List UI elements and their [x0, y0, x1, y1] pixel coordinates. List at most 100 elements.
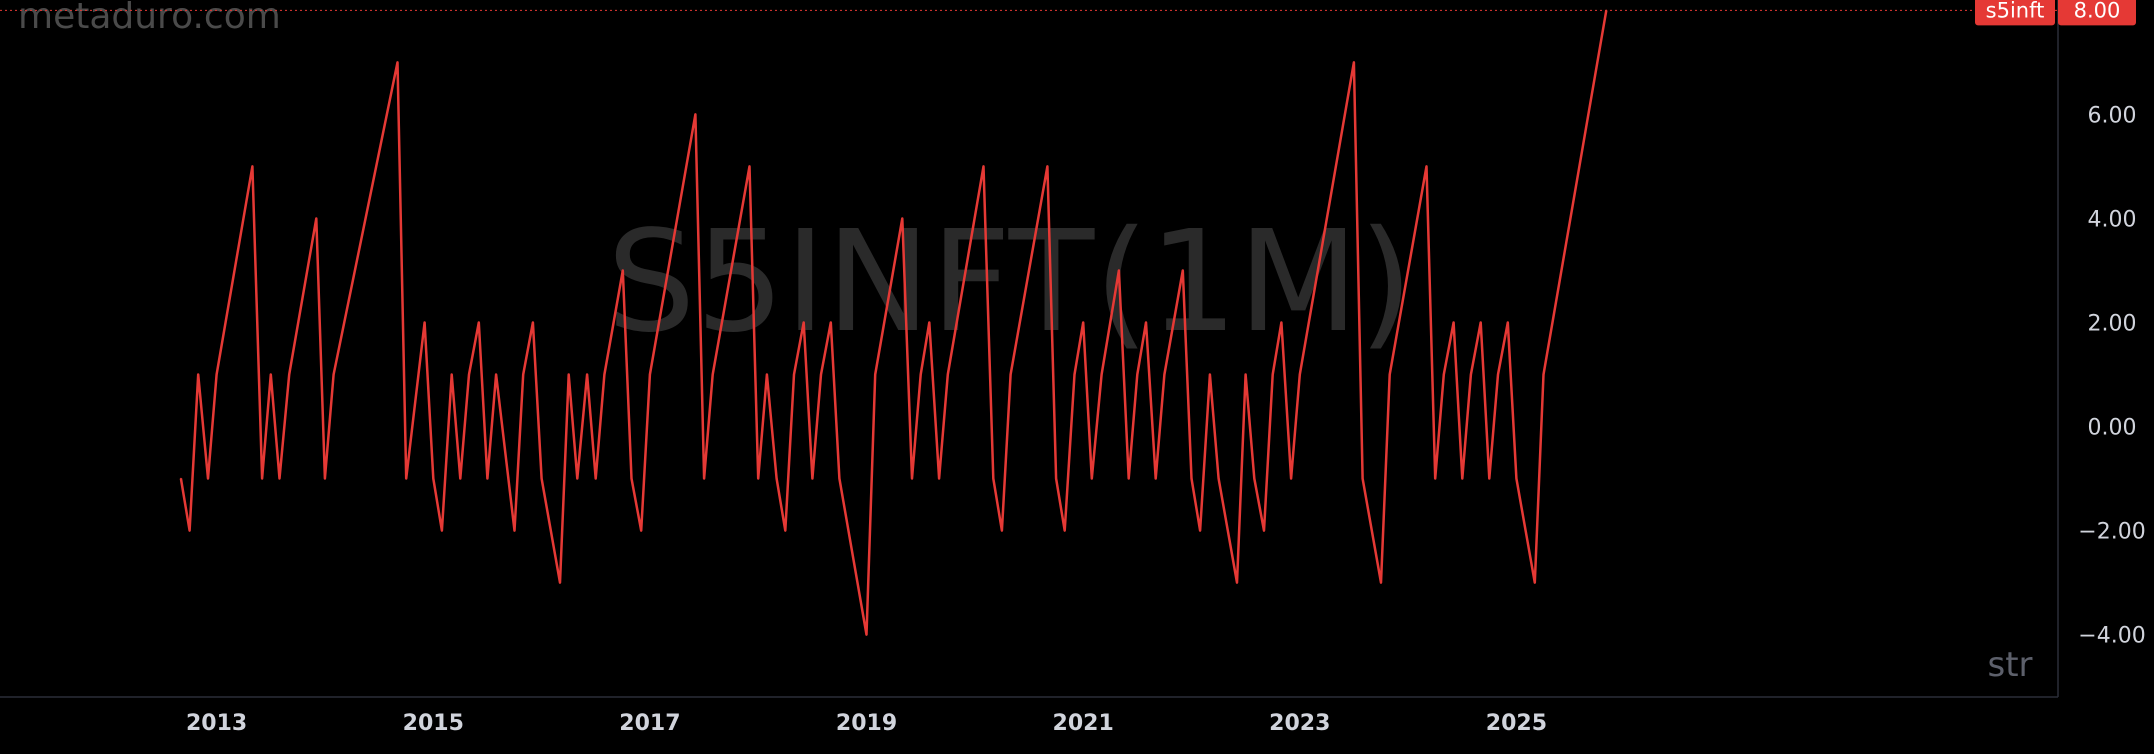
data-point: [1470, 373, 1472, 376]
data-point: [802, 321, 805, 324]
data-point: [251, 165, 254, 168]
data-point: [396, 61, 399, 64]
data-point: [947, 373, 949, 376]
data-point: [1082, 321, 1084, 324]
badge-value-bg: [2058, 0, 2136, 26]
data-point: [1515, 477, 1518, 480]
data-point: [793, 373, 795, 376]
data-point: [450, 373, 453, 376]
data-point: [441, 529, 443, 532]
price-badge[interactable]: s5inft 8.00: [1975, 0, 2136, 26]
y-tick-label: 0.00: [2088, 416, 2137, 441]
data-point: [1507, 321, 1509, 324]
data-point: [1425, 165, 1428, 168]
data-point: [1009, 373, 1012, 376]
data-point: [332, 373, 335, 376]
data-point: [1479, 321, 1482, 324]
data-point: [197, 373, 199, 376]
data-point: [478, 321, 480, 324]
data-point: [495, 373, 497, 376]
data-point: [559, 581, 561, 584]
data-point: [1145, 321, 1147, 324]
symbol-watermark: S5INFT(1M): [607, 201, 1414, 364]
series-group: [179, 9, 1608, 636]
data-point: [1100, 373, 1103, 376]
data-point: [1199, 529, 1201, 532]
x-tick-label: 2015: [403, 711, 464, 736]
data-point: [1380, 581, 1382, 584]
data-point: [1452, 321, 1455, 324]
data-point: [649, 373, 651, 376]
data-point: [215, 373, 218, 376]
data-point: [630, 477, 633, 480]
data-point: [830, 321, 832, 324]
data-point: [1361, 477, 1364, 480]
data-point: [405, 477, 408, 480]
data-point: [1280, 321, 1283, 324]
data-point: [811, 477, 814, 480]
data-point: [567, 373, 570, 376]
data-point: [1253, 477, 1256, 480]
data-point: [1497, 373, 1499, 376]
data-point: [207, 477, 209, 480]
data-point: [982, 165, 985, 168]
data-point: [1209, 373, 1211, 376]
data-point: [586, 373, 588, 376]
data-point: [703, 477, 705, 480]
data-point: [1136, 373, 1139, 376]
y-tick-label: 2.00: [2088, 311, 2137, 336]
data-point: [919, 373, 922, 376]
data-point: [992, 477, 995, 480]
data-point: [1388, 373, 1391, 376]
data-point: [188, 529, 191, 532]
data-point: [1290, 477, 1292, 480]
data-point: [1190, 477, 1193, 480]
data-point: [1605, 9, 1608, 12]
data-point: [540, 477, 543, 480]
data-point: [1443, 373, 1445, 376]
data-point: [757, 477, 759, 480]
data-point: [468, 373, 470, 376]
x-tick-label: 2021: [1053, 711, 1114, 736]
badge-value: 8.00: [2074, 0, 2121, 22]
series-line: [179, 10, 1608, 636]
data-point: [603, 373, 606, 376]
badge-symbol-bg: [1975, 0, 2055, 26]
data-point: [513, 529, 516, 532]
y-tick-label: 4.00: [2088, 207, 2137, 232]
data-point: [1118, 269, 1120, 272]
data-point: [748, 165, 751, 168]
data-point: [694, 113, 697, 116]
time-axis-labels: 2013 2015 2017 2019 2021 2023 2025: [186, 711, 1547, 736]
data-point: [874, 373, 876, 376]
data-point: [1244, 373, 1247, 376]
data-point: [1542, 373, 1545, 376]
data-point: [1461, 477, 1464, 480]
data-point: [928, 321, 931, 324]
data-point: [1127, 477, 1130, 480]
y-tick-label: −4.00: [2078, 624, 2145, 649]
price-axis-labels: 6.00 4.00 2.00 0.00 −2.00 −4.00: [2078, 103, 2145, 648]
data-point: [1063, 529, 1066, 532]
y-tick-label: 6.00: [2088, 103, 2137, 128]
x-tick-label: 2019: [836, 711, 897, 736]
data-point: [766, 373, 768, 376]
data-point: [784, 529, 787, 532]
data-point: [1236, 581, 1238, 584]
data-point: [486, 477, 489, 480]
x-tick-label: 2017: [619, 711, 680, 736]
data-point: [838, 477, 841, 480]
data-point: [865, 633, 868, 636]
data-point: [775, 477, 778, 480]
data-point: [1154, 477, 1157, 480]
data-point: [938, 477, 940, 480]
data-point: [432, 477, 435, 480]
data-point: [576, 477, 579, 480]
data-point: [1055, 477, 1057, 480]
data-point: [1217, 477, 1220, 480]
data-point: [278, 477, 281, 480]
data-point: [1073, 373, 1076, 376]
data-point: [261, 477, 263, 480]
